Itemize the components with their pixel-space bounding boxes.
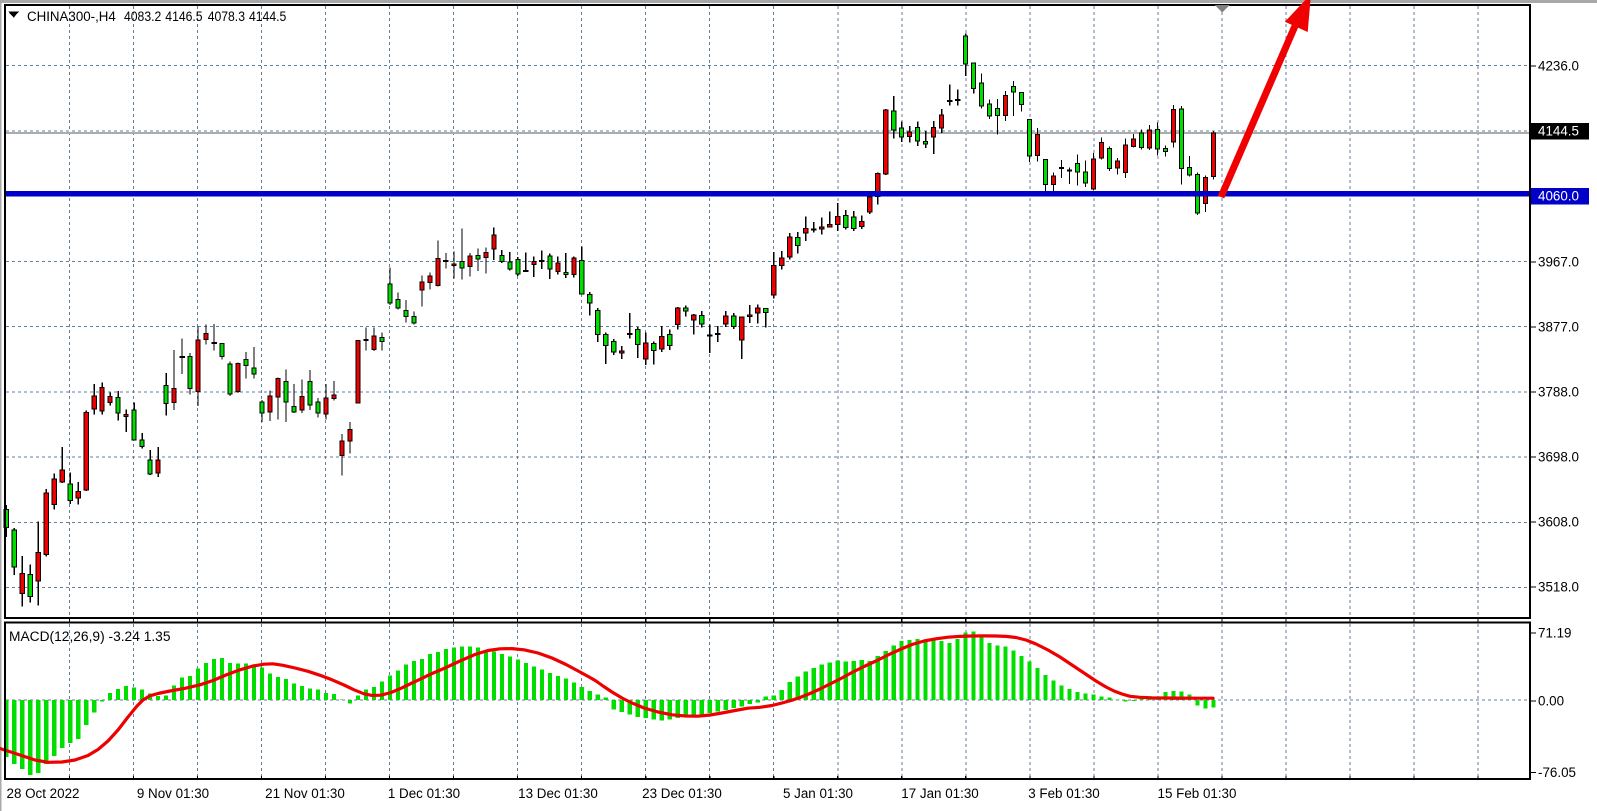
svg-text:21 Nov 01:30: 21 Nov 01:30 bbox=[265, 786, 345, 801]
svg-text:4144.5: 4144.5 bbox=[1538, 124, 1579, 139]
svg-text:MACD(12,26,9) -3.24 1.35: MACD(12,26,9) -3.24 1.35 bbox=[9, 629, 171, 644]
svg-text:4146.5: 4146.5 bbox=[165, 9, 202, 24]
svg-text:4144.5: 4144.5 bbox=[249, 9, 286, 24]
svg-text:3967.0: 3967.0 bbox=[1538, 255, 1579, 270]
svg-text:9 Nov 01:30: 9 Nov 01:30 bbox=[137, 786, 209, 801]
svg-text:4060.0: 4060.0 bbox=[1538, 189, 1579, 204]
svg-text:3518.0: 3518.0 bbox=[1538, 580, 1579, 595]
svg-text:4236.0: 4236.0 bbox=[1538, 59, 1579, 74]
svg-text:13 Dec 01:30: 13 Dec 01:30 bbox=[518, 786, 598, 801]
svg-text:CHINA300-,H4: CHINA300-,H4 bbox=[27, 9, 116, 24]
svg-text:17 Jan 01:30: 17 Jan 01:30 bbox=[901, 786, 978, 801]
svg-text:15 Feb 01:30: 15 Feb 01:30 bbox=[1158, 786, 1237, 801]
svg-text:3788.0: 3788.0 bbox=[1538, 385, 1579, 400]
svg-text:3608.0: 3608.0 bbox=[1538, 515, 1579, 530]
svg-text:3877.0: 3877.0 bbox=[1538, 320, 1579, 335]
svg-text:-76.05: -76.05 bbox=[1538, 765, 1576, 780]
svg-text:3 Feb 01:30: 3 Feb 01:30 bbox=[1028, 786, 1099, 801]
svg-text:4078.3: 4078.3 bbox=[208, 9, 245, 24]
svg-text:3698.0: 3698.0 bbox=[1538, 450, 1579, 465]
svg-text:1 Dec 01:30: 1 Dec 01:30 bbox=[388, 786, 460, 801]
svg-text:5 Jan 01:30: 5 Jan 01:30 bbox=[783, 786, 853, 801]
svg-text:28 Oct 2022: 28 Oct 2022 bbox=[7, 786, 80, 801]
svg-text:4083.2: 4083.2 bbox=[124, 9, 161, 24]
svg-text:23 Dec 01:30: 23 Dec 01:30 bbox=[642, 786, 722, 801]
svg-text:71.19: 71.19 bbox=[1538, 626, 1572, 641]
svg-text:0.00: 0.00 bbox=[1538, 694, 1564, 709]
